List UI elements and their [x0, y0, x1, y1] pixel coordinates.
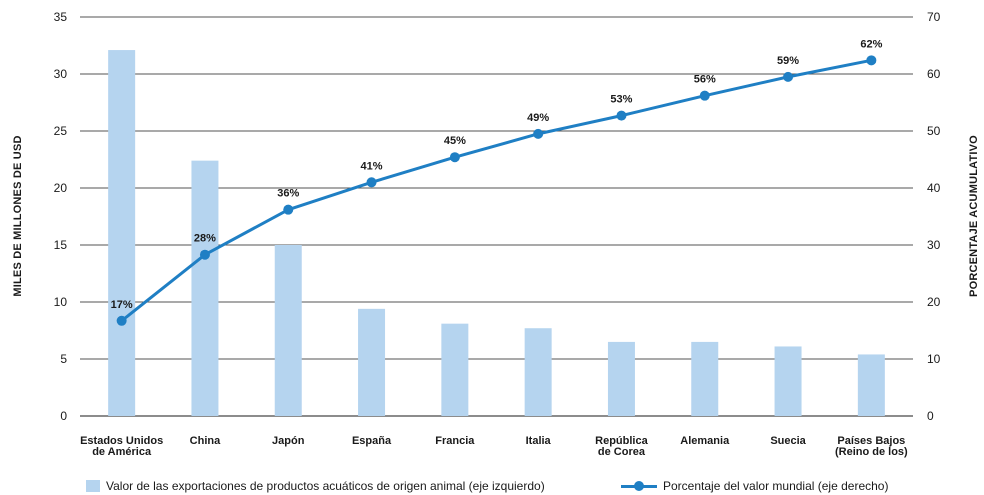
line-point [866, 55, 877, 66]
data-label: 28% [194, 233, 216, 245]
left-axis-title: MILES DE MILLONES DE USD [12, 135, 24, 296]
right-tick-label: 70 [927, 10, 941, 24]
category-label: China [190, 435, 221, 447]
left-tick-label: 5 [60, 352, 67, 366]
legend-bars: Valor de las exportaciones de productos … [86, 478, 545, 494]
legend-bar-swatch [86, 480, 100, 492]
category-label: España [352, 435, 392, 447]
line-point [449, 152, 460, 163]
bar [108, 50, 136, 417]
line-point [199, 249, 210, 260]
right-tick-label: 40 [927, 181, 941, 195]
left-tick-label: 20 [54, 181, 68, 195]
right-axis-title: PORCENTAJE ACUMULATIVO [968, 135, 980, 297]
left-tick-label: 0 [60, 409, 67, 423]
line-point [783, 71, 794, 82]
bar-series [108, 50, 885, 417]
right-tick-label: 20 [927, 295, 941, 309]
legend-line-swatch [621, 480, 657, 492]
line-point [616, 110, 627, 121]
left-tick-label: 25 [54, 124, 68, 138]
left-tick-label: 30 [54, 67, 68, 81]
category-label: Países Bajos [837, 435, 905, 447]
left-tick-label: 35 [54, 10, 68, 24]
category-label: Estados Unidos [80, 435, 163, 447]
bar [607, 341, 635, 416]
bar [274, 245, 302, 416]
left-axis-ticks: 0 5 10 15 20 25 30 35 [54, 10, 68, 423]
bar [358, 308, 386, 416]
category-label: República [595, 435, 648, 447]
data-label: 62% [860, 38, 882, 50]
bar [524, 328, 552, 416]
legend-line-label: Porcentaje del valor mundial (eje derech… [663, 479, 889, 493]
bar [191, 160, 219, 416]
right-tick-label: 0 [927, 409, 934, 423]
right-tick-label: 60 [927, 67, 941, 81]
category-label: Italia [526, 435, 552, 447]
category-label: de Corea [598, 446, 646, 458]
right-axis-ticks: 0 10 20 30 40 50 60 70 [927, 10, 941, 423]
data-label: 53% [610, 94, 632, 106]
line-point [699, 90, 710, 101]
right-tick-label: 50 [927, 124, 941, 138]
category-label: Japón [272, 435, 305, 447]
data-label: 56% [694, 74, 716, 86]
right-tick-label: 10 [927, 352, 941, 366]
line-point [116, 315, 127, 326]
bar [441, 323, 469, 416]
category-label: Alemania [680, 435, 730, 447]
category-label: (Reino de los) [835, 446, 908, 458]
left-tick-label: 15 [54, 238, 68, 252]
data-label: 45% [444, 135, 466, 147]
bar [691, 341, 719, 416]
legend-line: Porcentaje del valor mundial (eje derech… [621, 478, 888, 494]
right-tick-label: 30 [927, 238, 941, 252]
data-label: 36% [277, 188, 299, 200]
data-label: 59% [777, 55, 799, 67]
line-point [366, 177, 377, 188]
line-series: 17% 28% 36% 41% 45% 49% 53% 56% 59% 62% [111, 38, 883, 326]
gridlines [80, 16, 913, 417]
bar [857, 354, 885, 416]
category-label: de América [92, 446, 152, 458]
data-label: 49% [527, 112, 549, 124]
category-label: Suecia [770, 435, 806, 447]
legend-bar-label: Valor de las exportaciones de productos … [106, 479, 545, 493]
category-label: Francia [435, 435, 475, 447]
left-tick-label: 10 [54, 295, 68, 309]
line-point [533, 128, 544, 139]
data-label: 17% [111, 299, 133, 311]
bar [774, 346, 802, 416]
line-point [283, 204, 294, 215]
data-label: 41% [361, 160, 383, 172]
pareto-chart: 17% 28% 36% 41% 45% 49% 53% 56% 59% 62% 0 5 10 15 20 2… [12, 10, 980, 458]
line-path [120, 58, 872, 322]
